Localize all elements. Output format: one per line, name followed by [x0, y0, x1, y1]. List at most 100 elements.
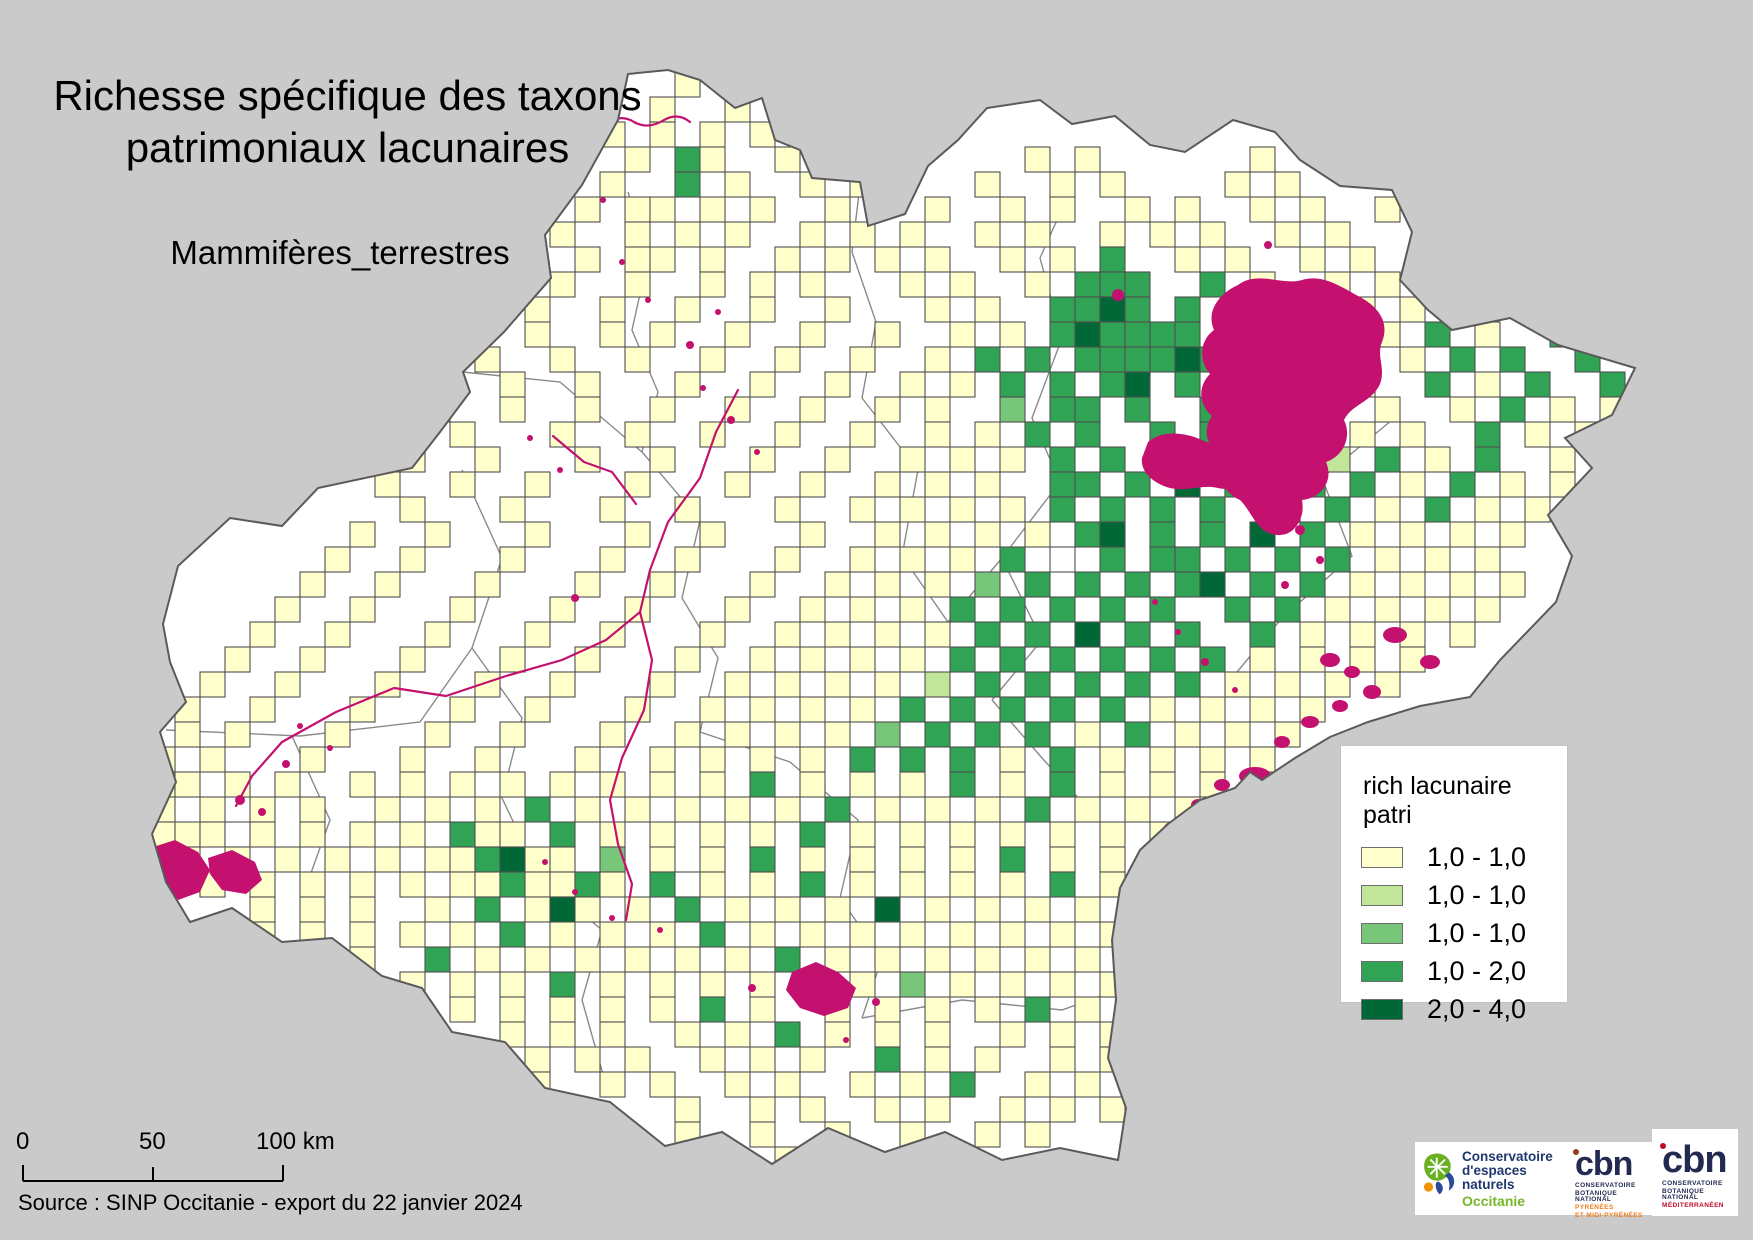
grid-cell: [724, 96, 751, 123]
grid-cell: [824, 246, 851, 273]
legend-item-label: 1,0 - 1,0: [1427, 879, 1527, 910]
grid-cell: [1049, 771, 1076, 798]
grid-cell: [699, 346, 726, 373]
grid-cell: [449, 996, 476, 1023]
grid-cell: [1224, 246, 1251, 273]
grid-cell: [499, 396, 526, 423]
grid-cell: [624, 221, 651, 248]
grid-cell: [1224, 596, 1251, 623]
grid-cell: [599, 846, 626, 873]
grid-cell: [749, 771, 776, 798]
grid-cell: [1199, 496, 1226, 523]
grid-cell: [1024, 896, 1051, 923]
grid-cell: [424, 896, 451, 923]
grid-cell: [1024, 621, 1051, 648]
grid-cell: [1349, 571, 1376, 598]
grid-cell: [899, 921, 926, 948]
grid-cell: [449, 421, 476, 448]
grid-cell: [699, 196, 726, 223]
grid-cell: [1574, 421, 1601, 448]
grid-cell: [599, 1021, 626, 1048]
grid-cell: [674, 871, 701, 898]
legend-item: 1,0 - 1,0: [1361, 876, 1567, 914]
grid-cell: [799, 696, 826, 723]
grid-cell: [1474, 496, 1501, 523]
grid-cell: [1199, 696, 1226, 723]
grid-cell: [499, 496, 526, 523]
grid-cell: [624, 421, 651, 448]
grid-cell: [674, 946, 701, 973]
grid-cell: [1299, 246, 1326, 273]
grid-cell: [499, 871, 526, 898]
grid-cell: [549, 271, 576, 298]
grid-cell: [749, 746, 776, 773]
grid-cell: [524, 696, 551, 723]
grid-cell: [1299, 571, 1326, 598]
grid-cell: [924, 571, 951, 598]
grid-cell: [399, 921, 426, 948]
legend-item-label: 2,0 - 4,0: [1427, 993, 1527, 1024]
grid-cell: [549, 671, 576, 698]
grid-cell: [1249, 146, 1276, 173]
grid-cell: [499, 821, 526, 848]
grid-cell: [274, 671, 301, 698]
grid-cell: [1324, 546, 1351, 573]
grid-cell: [1149, 496, 1176, 523]
cbn-dot-icon: [1660, 1143, 1666, 1149]
grid-cell: [674, 146, 701, 173]
grid-cell: [349, 871, 376, 898]
grid-cell: [1099, 971, 1126, 998]
grid-cell: [349, 521, 376, 548]
grid-cell: [249, 696, 276, 723]
cen-occitanie-logo: Conservatoire d'espaces naturels Occitan…: [1423, 1149, 1573, 1209]
grid-cell: [674, 721, 701, 748]
grid-cell: [574, 446, 601, 473]
grid-cell: [474, 946, 501, 973]
grid-cell: [1099, 646, 1126, 673]
grid-cell: [849, 421, 876, 448]
grid-cell: [924, 996, 951, 1023]
grid-cell: [849, 346, 876, 373]
grid-cell: [349, 821, 376, 848]
grid-cell: [724, 171, 751, 198]
legend-item: 2,0 - 4,0: [1361, 990, 1567, 1028]
grid-cell: [1549, 396, 1576, 423]
grid-cell: [349, 771, 376, 798]
grid-cell: [624, 796, 651, 823]
grid-cell: [674, 496, 701, 523]
grid-cell: [899, 271, 926, 298]
cbn-logo-line2: BOTANIQUE NATIONAL: [1575, 1189, 1618, 1203]
grid-cell: [924, 421, 951, 448]
cen-logo-line1: Conservatoire: [1462, 1149, 1553, 1164]
grid-cell: [1124, 296, 1151, 323]
grid-cell: [1374, 196, 1401, 223]
grid-cell: [1449, 396, 1476, 423]
grid-cell: [774, 796, 801, 823]
grid-cell: [1174, 346, 1201, 373]
grid-cell: [999, 921, 1026, 948]
grid-cell: [624, 1046, 651, 1073]
grid-cell: [799, 1046, 826, 1073]
grid-cell: [1024, 721, 1051, 748]
grid-cell: [974, 471, 1001, 498]
grid-cell: [1399, 571, 1426, 598]
grid-cell: [949, 921, 976, 948]
legend-swatch: [1361, 884, 1403, 906]
grid-cell: [1274, 221, 1301, 248]
grid-cell: [674, 171, 701, 198]
grid-cell: [1024, 996, 1051, 1023]
grid-cell: [749, 571, 776, 598]
grid-cell: [874, 246, 901, 273]
grid-cell: [949, 646, 976, 673]
grid-cell: [949, 746, 976, 773]
grid-cell: [649, 196, 676, 223]
grid-cell: [824, 721, 851, 748]
grid-cell: [974, 1121, 1001, 1148]
grid-cell: [749, 821, 776, 848]
grid-cell: [774, 671, 801, 698]
grid-cell: [674, 546, 701, 573]
grid-cell: [974, 621, 1001, 648]
grid-cell: [949, 496, 976, 523]
